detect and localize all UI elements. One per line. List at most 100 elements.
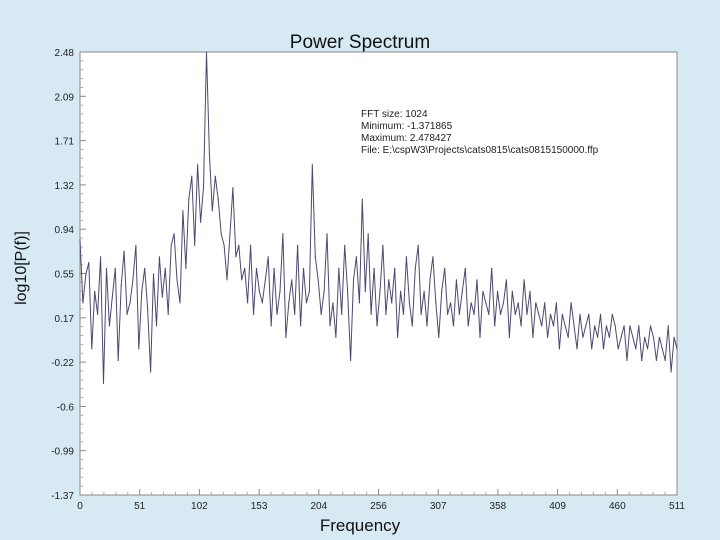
plot-area [79,51,678,496]
data-point [302,267,305,269]
data-point [464,267,466,269]
x-tick-label: 51 [134,501,146,512]
data-point [552,325,555,327]
data-point [405,256,408,258]
data-point [632,336,634,338]
data-point [267,256,269,258]
data-point [438,336,440,338]
series-group [79,51,678,384]
data-point [646,348,649,350]
data-point [479,336,481,338]
annotation-line: Minimum: -1.371865 [361,121,453,132]
data-point [673,336,675,338]
data-point [355,256,358,258]
data-point [508,336,510,338]
chart-title: Power Spectrum [289,32,431,53]
data-point [397,336,399,338]
data-point [423,290,425,292]
data-point [529,290,531,292]
data-point [491,267,493,269]
data-point [429,279,431,281]
data-point [517,302,519,304]
data-point [244,267,246,269]
data-point [591,348,593,350]
data-point [176,279,178,281]
data-point [417,244,419,246]
data-point [258,290,260,292]
data-point [238,244,240,246]
data-point [399,290,402,292]
data-point [379,290,381,292]
data-point [388,279,390,281]
data-point [114,267,116,269]
data-point [467,325,469,327]
x-tick-label: 511 [669,501,685,512]
y-tick-label: -0.99 [51,447,74,458]
data-point [602,348,605,350]
data-point [232,187,234,189]
data-point [291,279,293,281]
data-point [99,256,102,258]
data-point [197,164,199,166]
data-point [420,313,422,315]
data-point [573,325,575,327]
annotation-line: File: E:\cspW3\Projects\cats0815\cats081… [361,145,599,156]
data-point [144,267,146,269]
data-point [523,279,525,281]
x-axis-label: Frequency [319,516,401,535]
data-point [341,313,343,315]
y-tick-label: -0.22 [51,358,74,369]
data-point [599,313,602,315]
data-point [123,250,125,252]
data-point [194,244,196,246]
data-point [497,290,499,292]
data-point [596,336,599,338]
data-point [452,325,455,327]
data-point [582,336,584,338]
data-point [394,267,396,269]
series-line [79,51,678,384]
data-point [482,290,484,292]
x-tick-label: 102 [191,501,208,512]
data-point [667,325,669,327]
data-point [629,325,631,327]
data-point [138,348,140,350]
data-point [605,325,608,327]
data-point [297,244,299,246]
data-point [349,359,352,361]
data-point [91,348,93,350]
y-tick-label: 2.09 [55,92,75,103]
data-point [94,290,96,292]
y-axis-ticks: 2.48 2.09 1.71 1.32 0.94 0.55 0.17 -0.22 -0.6 -0.… [51,48,86,502]
data-point [97,313,99,315]
data-point [364,290,366,292]
data-point [444,267,446,269]
data-point [514,313,516,315]
data-point [620,336,622,338]
data-point [564,325,566,327]
data-point [102,382,105,384]
data-point [670,371,672,373]
data-point [352,279,355,281]
y-tick-label: 0.17 [55,314,75,325]
data-point [411,325,413,327]
data-point [326,233,328,235]
data-point [120,284,122,287]
data-point [358,302,360,304]
data-point [105,267,108,269]
data-point [217,198,219,200]
data-point [179,302,181,304]
data-point [261,302,263,304]
data-point [535,302,537,304]
data-point [626,359,628,361]
data-point [561,313,563,315]
data-point [152,273,155,275]
data-point [570,302,572,304]
data-point [408,302,410,304]
data-point [141,290,143,292]
data-point [252,313,255,315]
data-point [273,267,275,269]
data-point [432,256,434,258]
data-point [170,244,172,246]
